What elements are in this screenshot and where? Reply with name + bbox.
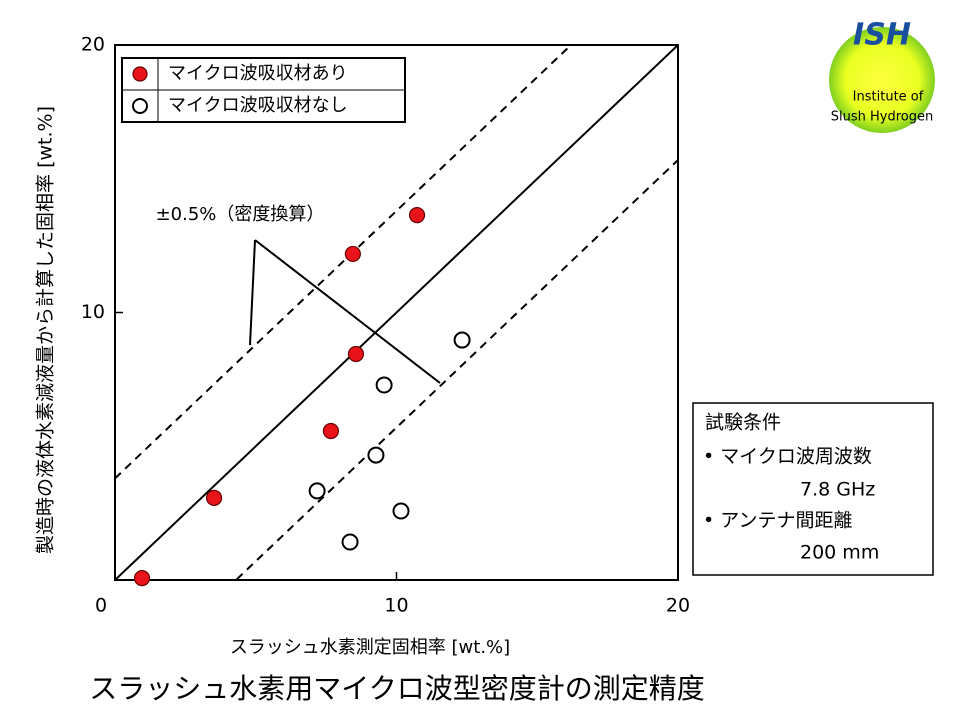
logo-line: Slush Hydrogen	[831, 110, 933, 125]
point	[322, 422, 340, 440]
conditions-item: 7.8 GHz	[800, 479, 875, 501]
y-tick-label: 10	[81, 301, 105, 323]
y-tick-label: 20	[81, 34, 105, 56]
point	[347, 345, 365, 363]
x-tick-label: 0	[95, 595, 107, 617]
y-axis-label: 製造時の液体水素減液量から計算した固相率 [wt.%]	[35, 106, 57, 554]
point	[392, 502, 410, 520]
x-tick-label: 10	[384, 595, 408, 617]
point	[133, 570, 151, 587]
conditions-item: 200 mm	[800, 542, 879, 564]
callout	[249, 239, 256, 346]
point	[375, 376, 393, 394]
x-axis-label: スラッシュ水素測定固相率 [wt.%]	[230, 637, 510, 658]
reference-line	[115, 45, 678, 580]
point	[408, 207, 426, 224]
point	[205, 489, 223, 506]
legend-label: マイクロ波吸収材あり	[168, 63, 348, 84]
x-tick-label: 20	[666, 595, 690, 617]
conditions-title: 試験条件	[705, 412, 781, 434]
point	[308, 482, 326, 500]
point	[453, 331, 471, 349]
legend-marker	[132, 66, 148, 82]
reference-line	[115, 45, 573, 480]
slide-title: スラッシュ水素用マイクロ波型密度計の測定精度	[89, 672, 704, 705]
logo-circle	[829, 27, 935, 133]
point	[344, 245, 361, 263]
logo-line: Institute of	[853, 90, 924, 105]
legend-label: マイクロ波吸収材なし	[168, 95, 348, 116]
reference-line	[234, 159, 678, 580]
logo-name: ISH	[853, 18, 911, 53]
annotation: ±0.5%（密度換算）	[156, 204, 325, 225]
point	[341, 533, 359, 551]
legend-marker	[132, 98, 148, 114]
conditions-box	[692, 402, 934, 576]
conditions-item: • マイクロ波周波数	[703, 446, 872, 468]
callout	[254, 239, 441, 384]
conditions-item: • アンテナ間距離	[703, 510, 853, 532]
point	[367, 446, 385, 464]
